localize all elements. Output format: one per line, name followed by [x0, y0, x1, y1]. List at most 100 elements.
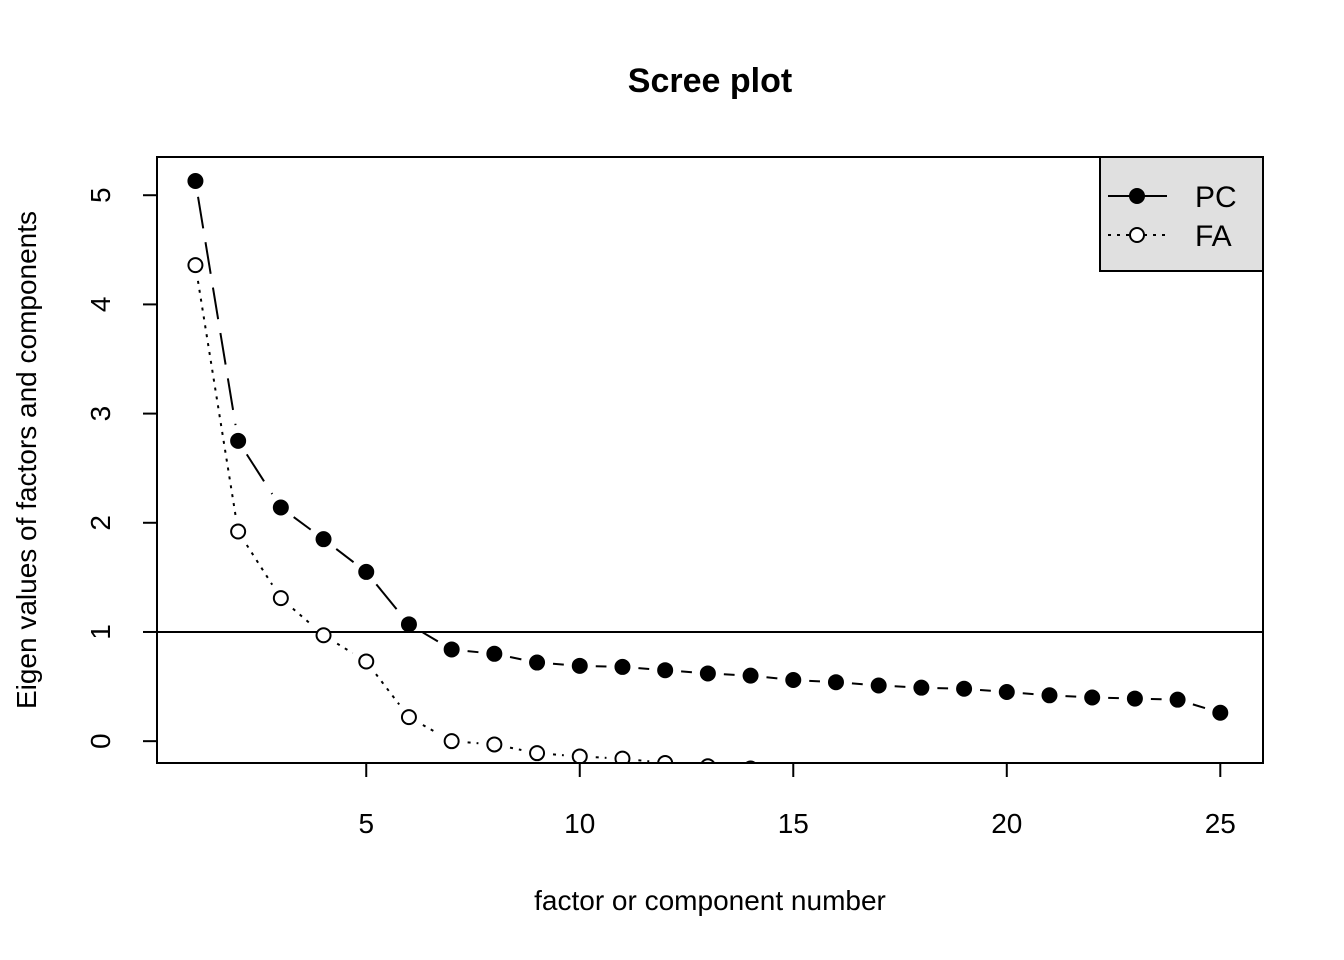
- y-tick-label: 4: [85, 297, 116, 313]
- x-tick-label: 20: [991, 808, 1022, 839]
- series-pc-point: [315, 531, 332, 548]
- series-pc-point: [230, 432, 247, 449]
- series-pc-segment: [894, 685, 906, 688]
- series-pc-point: [614, 658, 631, 675]
- series-pc-segment: [809, 679, 821, 683]
- x-axis-label: factor or component number: [534, 885, 886, 916]
- series-fa-point: [187, 257, 204, 274]
- legend-fa-marker: [1129, 227, 1145, 243]
- series-pc-point: [998, 684, 1015, 701]
- series-pc-point: [486, 645, 503, 662]
- y-tick-label: 2: [85, 515, 116, 531]
- x-tick-label: 25: [1205, 808, 1236, 839]
- series-pc-point: [913, 679, 930, 696]
- series-pc-point: [956, 680, 973, 697]
- series-pc-point: [529, 654, 546, 671]
- series-fa-point: [614, 750, 631, 763]
- series-pc-point: [870, 677, 887, 694]
- series-fa-segment: [467, 741, 479, 745]
- series-pc-segment: [723, 673, 735, 676]
- series-fa-segment: [724, 767, 735, 768]
- series-fa-segment: [595, 756, 607, 759]
- series-fa-segment: [552, 753, 564, 757]
- series-pc-segment: [197, 196, 237, 426]
- series-fa-segment: [638, 759, 650, 763]
- series-fa-point: [358, 653, 375, 670]
- series-pc-point: [571, 657, 588, 674]
- series-pc-segment: [552, 662, 564, 666]
- x-tick-label: 10: [564, 808, 595, 839]
- y-tick-label: 5: [85, 187, 116, 203]
- series-layer: [187, 173, 1229, 771]
- series-pc-point: [1169, 691, 1186, 708]
- legend-pc-marker: [1129, 188, 1145, 204]
- series-pc-point: [358, 563, 375, 580]
- series-fa-segment: [245, 544, 274, 586]
- y-tick-label: 0: [85, 733, 116, 749]
- series-pc-point: [657, 662, 674, 679]
- series-fa-segment: [509, 746, 522, 751]
- series-fa-point: [443, 733, 460, 750]
- series-pc-point: [272, 499, 289, 516]
- series-fa: [187, 257, 778, 771]
- series-pc-segment: [509, 656, 522, 661]
- series-pc-segment: [766, 676, 778, 680]
- x-tick-label: 5: [358, 808, 374, 839]
- x-axis: 5 10 15 20 25: [358, 762, 1236, 839]
- series-pc-segment: [638, 667, 650, 670]
- series-pc-point: [1212, 704, 1229, 721]
- series-fa-segment: [681, 764, 692, 765]
- series-pc-segment: [681, 670, 692, 674]
- y-axis: 0 1 2 3 4 5: [85, 187, 158, 749]
- series-fa-point: [657, 755, 674, 763]
- series-pc-point: [1126, 690, 1143, 707]
- y-axis-label: Eigen values of factors and components: [11, 211, 42, 709]
- series-fa-segment: [336, 642, 354, 654]
- series-pc-segment: [467, 650, 479, 654]
- series-fa-point: [315, 627, 332, 644]
- series-pc-segment: [1192, 703, 1206, 710]
- legend-box: [1099, 156, 1264, 272]
- series-fa-point: [400, 709, 417, 726]
- series-fa-segment: [767, 770, 778, 771]
- series-pc-point: [699, 665, 716, 682]
- series-pc-point: [785, 672, 802, 689]
- series-fa-point: [529, 745, 546, 762]
- series-pc-segment: [1065, 695, 1077, 698]
- plot-area: [157, 173, 1263, 771]
- series-pc-segment: [375, 583, 400, 613]
- chart-title: Scree plot: [628, 62, 792, 100]
- series-pc-segment: [245, 453, 274, 495]
- x-tick-label: 15: [778, 808, 809, 839]
- series-fa-point: [272, 590, 289, 607]
- series-fa-point: [571, 748, 588, 763]
- series-pc-point: [1084, 689, 1101, 706]
- series-pc-point: [443, 641, 460, 658]
- series-pc-point: [827, 674, 844, 691]
- series-fa-point: [700, 758, 716, 763]
- series-pc-point: [400, 616, 417, 633]
- series-fa-segment: [292, 607, 313, 626]
- series-fa-segment: [375, 673, 401, 706]
- series-pc-segment: [979, 688, 991, 692]
- series-fa-segment: [196, 280, 237, 516]
- y-tick-label: 3: [85, 406, 116, 422]
- y-tick-label: 1: [85, 624, 116, 640]
- series-pc-segment: [851, 682, 863, 686]
- series-fa-segment: [422, 724, 439, 735]
- series-pc-point: [742, 667, 759, 684]
- series-pc-point: [1041, 687, 1058, 704]
- plot-frame: [156, 156, 1264, 764]
- legend-fa-label: FA: [1195, 220, 1232, 253]
- series-pc-segment: [293, 516, 312, 531]
- series-pc-point: [187, 173, 204, 190]
- series-pc: [187, 173, 1229, 721]
- legend: PC FA: [1099, 156, 1264, 272]
- series-pc-segment: [335, 548, 355, 563]
- series-fa-point: [486, 736, 503, 753]
- series-pc-segment: [1022, 692, 1034, 696]
- legend-pc-label: PC: [1195, 181, 1237, 214]
- series-pc-segment: [422, 631, 439, 643]
- series-fa-point: [230, 523, 247, 540]
